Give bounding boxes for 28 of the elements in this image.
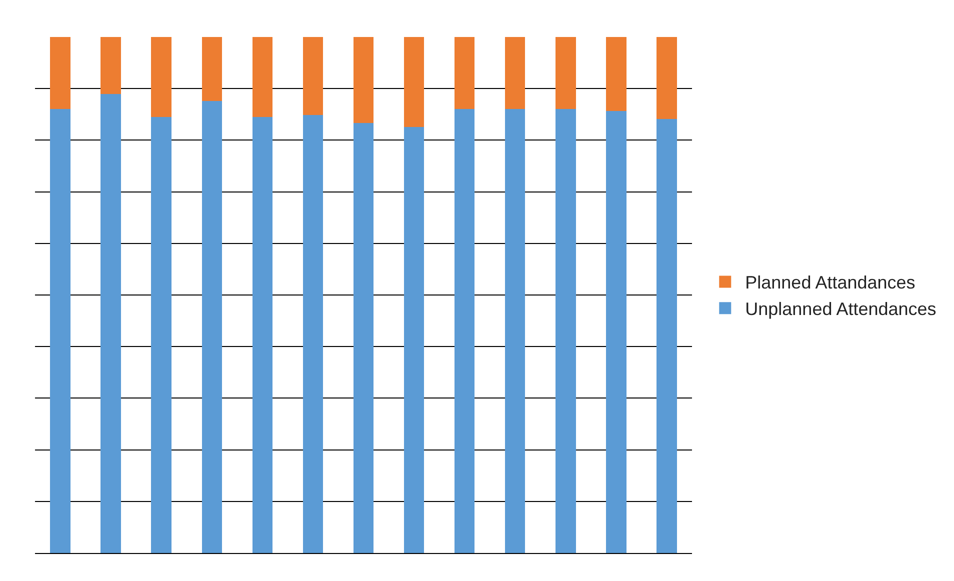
bar (656, 37, 677, 120)
bar (50, 109, 70, 553)
bar (302, 37, 324, 115)
bar (151, 116, 172, 553)
bar (252, 37, 273, 117)
bar (454, 109, 475, 553)
bar (606, 110, 626, 553)
legend-label: Unplanned Attendances (745, 299, 936, 320)
bar (606, 37, 626, 111)
bar (404, 37, 424, 127)
bar (100, 94, 121, 553)
bar (151, 37, 172, 117)
bar (202, 100, 222, 553)
bar (100, 37, 121, 94)
bar (505, 37, 526, 110)
bar (353, 123, 374, 553)
bar (404, 126, 424, 553)
bar (505, 109, 526, 553)
legend-label: Planned Attandances (745, 272, 916, 293)
bar (454, 37, 475, 110)
bar (556, 109, 576, 553)
bar (656, 119, 677, 553)
bar (353, 37, 374, 124)
bar (252, 116, 273, 553)
bar (302, 114, 324, 553)
bar (202, 37, 222, 101)
bar (50, 37, 70, 110)
bar (556, 37, 576, 110)
